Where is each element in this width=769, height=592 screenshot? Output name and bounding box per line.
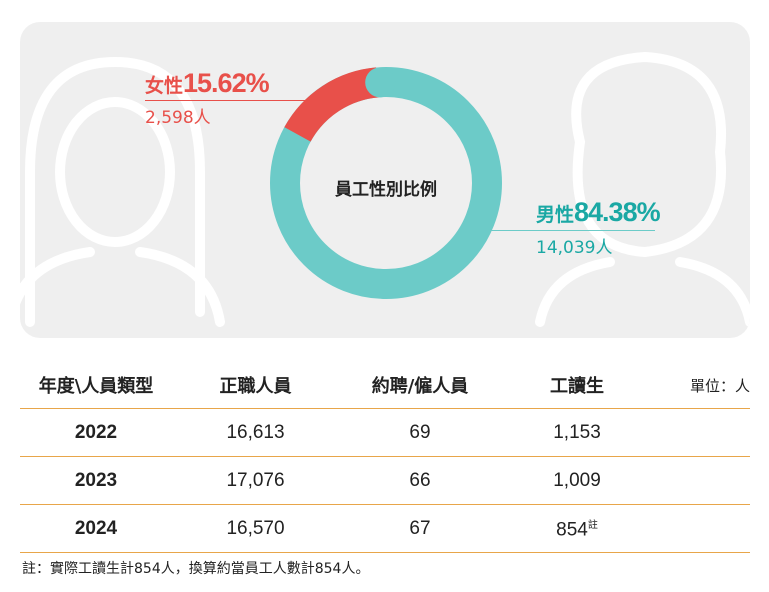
donut-cap [365, 67, 396, 98]
female-label: 女性15.62% [145, 68, 270, 99]
female-leader-line [145, 100, 305, 101]
parttime-cell: 1,153 [501, 408, 653, 457]
people-illustration-icon [20, 51, 750, 327]
fulltime-cell: 17,076 [172, 456, 339, 505]
year-cell: 2024 [20, 504, 172, 553]
year-cell: 2023 [20, 456, 172, 505]
male-percent: 84.38% [574, 197, 661, 227]
male-name: 男性 [536, 204, 575, 226]
male-leader-line [480, 230, 655, 231]
female-count: 2,598人 [145, 108, 211, 128]
header-year: 年度\人員類型 [20, 362, 172, 409]
donut-slice-female [270, 67, 502, 299]
header-parttime: 工讀生 [501, 362, 653, 409]
female-name: 女性 [145, 75, 184, 97]
fulltime-cell: 16,570 [172, 504, 339, 553]
table-row: 2022 16,613 69 1,153 [20, 408, 750, 457]
female-percent: 15.62% [183, 68, 270, 98]
footnote-marker: 註 [587, 519, 598, 531]
year-cell: 2022 [20, 408, 172, 457]
footnote: 註：實際工讀生計854人，換算約當員工人數計854人。 [22, 561, 370, 577]
staff-table: 年度\人員類型 正職人員 約聘/僱人員 工讀生 單位：人 2022 16,613… [20, 362, 750, 553]
chart-panel [20, 22, 750, 338]
male-label: 男性84.38% [536, 197, 661, 228]
contract-cell: 69 [339, 408, 501, 457]
table-header: 年度\人員類型 正職人員 約聘/僱人員 工讀生 單位：人 [20, 362, 750, 409]
contract-cell: 67 [339, 504, 501, 553]
header-contract: 約聘/僱人員 [339, 362, 501, 409]
parttime-cell: 854註 [501, 504, 653, 553]
unit-label: 單位：人 [653, 362, 750, 409]
parttime-value: 1,153 [553, 421, 601, 443]
parttime-value: 1,009 [553, 469, 601, 491]
donut-chart [270, 67, 502, 299]
chart-title: 員工性別比例 [335, 180, 437, 200]
parttime-value: 854 [556, 519, 588, 541]
male-count: 14,039人 [536, 238, 613, 258]
header-fulltime: 正職人員 [172, 362, 339, 409]
parttime-cell: 1,009 [501, 456, 653, 505]
table-row: 2023 17,076 66 1,009 [20, 456, 750, 505]
fulltime-cell: 16,613 [172, 408, 339, 457]
table-row: 2024 16,570 67 854註 [20, 504, 750, 553]
contract-cell: 66 [339, 456, 501, 505]
